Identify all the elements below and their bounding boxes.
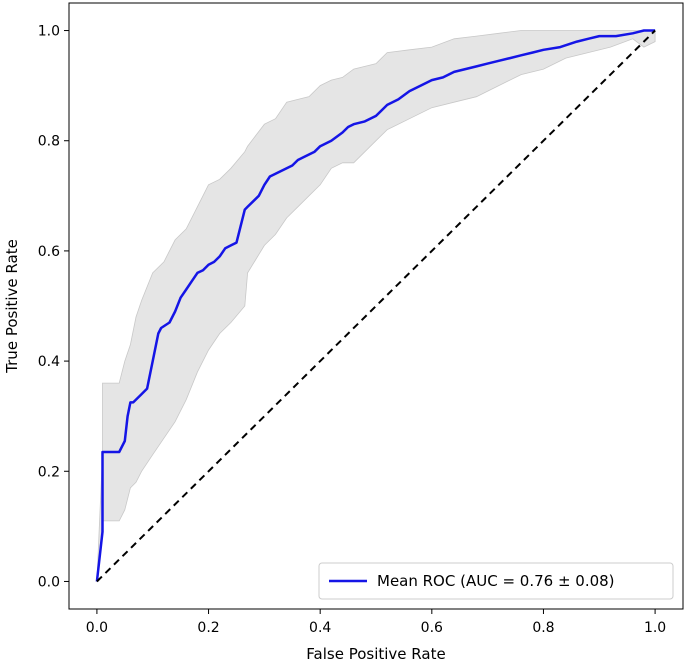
y-tick-label: 0.8 [38, 134, 60, 150]
axes-frame [68, 2, 684, 610]
y-tick-label: 0.0 [38, 574, 60, 590]
x-tick-label: 0.4 [309, 620, 331, 636]
y-tick-label: 0.2 [38, 464, 60, 480]
y-tick-label: 0.6 [38, 244, 60, 260]
y-tick-label: 0.4 [38, 354, 60, 370]
mean-roc-line [95, 29, 656, 582]
x-tick-label: 1.0 [644, 620, 666, 636]
legend-box [318, 562, 674, 600]
axis-ticks: 0.0 0.2 0.4 0.6 0.8 1.0 0.0 0.2 0.4 0.6 0.8 1.0 [38, 24, 666, 636]
legend-label-mean-roc: Mean ROC (AUC = 0.76 ± 0.08) [377, 572, 615, 590]
chance-line [96, 29, 656, 583]
x-axis-label: False Positive Rate [306, 645, 445, 663]
x-tick-label: 0.0 [86, 620, 108, 636]
legend: Mean ROC (AUC = 0.76 ± 0.08) [318, 562, 674, 600]
y-tick-label: 1.0 [38, 24, 60, 40]
x-tick-label: 0.8 [532, 620, 554, 636]
y-axis-label: True Positive Rate [3, 239, 21, 374]
x-tick-label: 0.6 [421, 620, 443, 636]
plot-area [95, 29, 656, 583]
x-tick-label: 0.2 [197, 620, 219, 636]
